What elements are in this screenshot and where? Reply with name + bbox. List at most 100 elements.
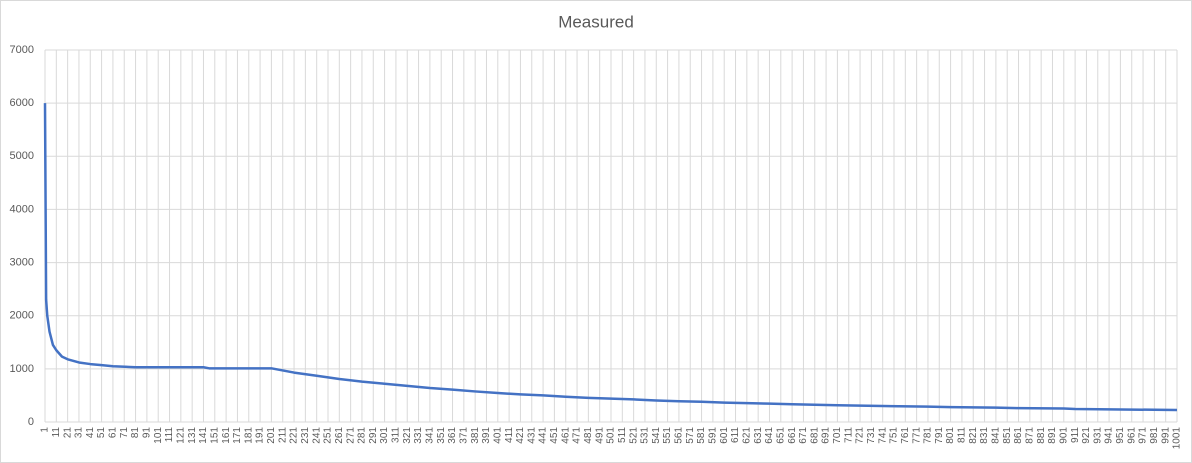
x-tick-label: 501 [606, 427, 617, 444]
x-tick-label: 391 [481, 427, 492, 444]
x-tick-label: 301 [379, 427, 390, 444]
x-tick-label: 781 [923, 427, 934, 444]
x-tick-label: 101 [153, 427, 164, 444]
x-tick-label: 961 [1126, 427, 1137, 444]
x-tick-label: 771 [911, 427, 922, 444]
x-tick-label: 631 [753, 427, 764, 444]
x-tick-label: 331 [413, 427, 424, 444]
x-tick-label: 81 [130, 427, 141, 439]
x-tick-label: 971 [1138, 427, 1149, 444]
x-tick-label: 761 [900, 427, 911, 444]
x-tick-label: 251 [323, 427, 334, 444]
x-tick-label: 1 [40, 427, 51, 433]
x-tick-label: 481 [583, 427, 594, 444]
x-tick-label: 751 [889, 427, 900, 444]
x-tick-label: 551 [662, 427, 673, 444]
x-tick-label: 671 [798, 427, 809, 444]
x-tick-label: 491 [594, 427, 605, 444]
x-tick-label: 991 [1160, 427, 1171, 444]
x-tick-label: 871 [1024, 427, 1035, 444]
x-tick-label: 121 [175, 427, 186, 444]
x-tick-label: 891 [1047, 427, 1058, 444]
x-tick-label: 721 [855, 427, 866, 444]
x-tick-label: 611 [730, 427, 741, 443]
y-tick-label: 3000 [10, 256, 34, 268]
x-tick-label: 541 [651, 427, 662, 444]
x-tick-label: 981 [1149, 427, 1160, 444]
x-tick-label: 221 [289, 427, 300, 444]
x-tick-label: 201 [266, 427, 277, 444]
x-tick-label: 581 [696, 427, 707, 444]
data-line [43, 103, 1178, 412]
x-tick-label: 411 [504, 427, 515, 443]
x-tick-label: 701 [832, 427, 843, 444]
x-tick-label: 361 [447, 427, 458, 444]
x-tick-label: 801 [945, 427, 956, 444]
x-tick-label: 271 [345, 427, 356, 444]
x-tick-label: 811 [957, 427, 968, 443]
y-tick-label: 6000 [10, 97, 34, 109]
x-tick-label: 131 [187, 427, 198, 444]
y-tick-label: 4000 [10, 203, 34, 215]
x-tick-label: 861 [1013, 427, 1024, 444]
x-tick-label: 431 [526, 427, 537, 444]
x-tick-label: 561 [674, 427, 685, 444]
x-tick-label: 681 [809, 427, 820, 444]
x-tick-label: 31 [74, 427, 85, 439]
x-tick-label: 231 [300, 427, 311, 444]
x-tick-label: 661 [787, 427, 798, 444]
x-tick-label: 851 [1002, 427, 1013, 444]
x-tick-label: 711 [843, 427, 854, 443]
x-tick-label: 351 [436, 427, 447, 444]
x-tick-label: 461 [560, 427, 571, 444]
x-tick-label: 21 [62, 427, 73, 439]
x-tick-label: 1001 [1172, 427, 1183, 450]
x-tick-label: 51 [96, 427, 107, 439]
y-tick-label: 5000 [10, 150, 34, 162]
x-tick-label: 151 [209, 427, 220, 444]
y-tick-label: 0 [28, 416, 34, 428]
x-tick-label: 881 [1036, 427, 1047, 444]
y-tick-label: 7000 [10, 44, 34, 56]
x-tick-label: 441 [538, 427, 549, 444]
y-tick-label: 2000 [10, 310, 34, 322]
x-tick-label: 421 [515, 427, 526, 444]
x-tick-label: 451 [549, 427, 560, 444]
x-tick-label: 621 [741, 427, 752, 444]
x-tick-label: 821 [968, 427, 979, 444]
x-tick-label: 591 [708, 427, 719, 444]
x-tick-label: 841 [991, 427, 1002, 444]
x-tick-label: 311 [391, 427, 402, 443]
x-tick-label: 61 [108, 427, 119, 439]
x-tick-label: 91 [142, 427, 153, 439]
x-tick-label: 641 [764, 427, 775, 444]
x-tick-label: 601 [719, 427, 730, 444]
x-tick-label: 741 [877, 427, 888, 444]
x-tick-label: 521 [628, 427, 639, 444]
x-tick-label: 511 [617, 427, 628, 443]
x-tick-label: 161 [221, 427, 232, 444]
x-tick-label: 381 [470, 427, 481, 444]
x-tick-label: 531 [640, 427, 651, 444]
x-tick-label: 921 [1081, 427, 1092, 444]
x-tick-label: 11 [51, 427, 62, 438]
x-tick-label: 931 [1092, 427, 1103, 444]
x-tick-label: 181 [243, 427, 254, 444]
x-tick-label: 171 [232, 427, 243, 444]
x-tick-label: 471 [572, 427, 583, 444]
x-tick-label: 371 [458, 427, 469, 444]
x-tick-label: 41 [85, 427, 96, 439]
x-tick-label: 731 [866, 427, 877, 444]
x-tick-label: 321 [402, 427, 413, 444]
x-tick-label: 951 [1115, 427, 1126, 444]
x-tick-label: 191 [255, 427, 266, 444]
chart-title: Measured [558, 12, 634, 31]
x-tick-label: 111 [164, 427, 175, 443]
x-tick-label: 141 [198, 427, 209, 444]
x-tick-label: 211 [277, 427, 288, 443]
x-tick-label: 691 [821, 427, 832, 444]
x-tick-label: 401 [492, 427, 503, 444]
